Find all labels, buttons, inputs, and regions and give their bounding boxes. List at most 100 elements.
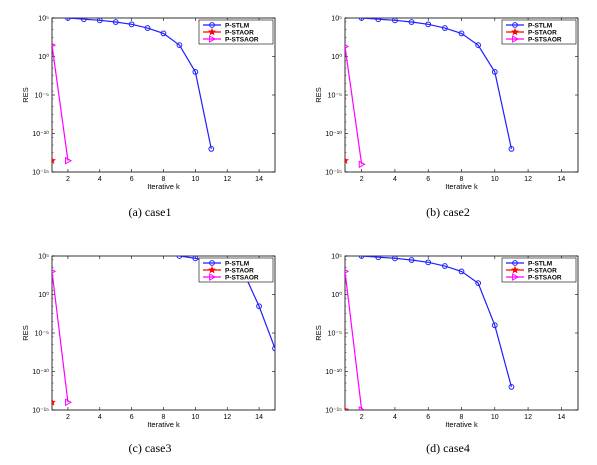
legend-entry: P-STAOR <box>528 267 557 274</box>
data-point-p-stlm <box>176 256 183 259</box>
x-tick-label: 14 <box>557 414 565 421</box>
data-point-p-stlm <box>508 146 515 152</box>
legend-marker <box>512 22 518 28</box>
data-point-p-stlm <box>144 25 151 31</box>
y-tick-label: 10⁻¹⁵ <box>325 408 342 415</box>
y-tick-label: 10⁻¹⁰ <box>32 130 49 138</box>
y-tick-label: 10⁰ <box>331 53 342 61</box>
x-tick-label: 8 <box>162 414 166 421</box>
legend-entry: P-STSAOR <box>528 274 562 281</box>
data-point-p-staor <box>345 156 350 165</box>
legend-marker <box>207 27 217 36</box>
legend-marker <box>512 260 518 266</box>
data-point-p-stlm <box>425 21 432 28</box>
data-point-p-stsaor <box>358 160 366 169</box>
data-point-p-stlm <box>475 280 482 287</box>
x-tick-label: 8 <box>460 176 464 183</box>
x-tick-label: 10 <box>491 176 499 183</box>
subfigure-caption: (b) case2 <box>426 205 470 219</box>
y-tick-label: 10⁻¹⁰ <box>325 130 342 138</box>
data-point-p-stlm <box>458 268 465 275</box>
data-point-p-stlm <box>375 18 382 23</box>
data-point-p-stlm <box>256 303 262 310</box>
data-point-p-stlm <box>441 25 448 31</box>
x-tick-label: 6 <box>426 176 430 183</box>
legend-marker <box>207 265 217 274</box>
legend-marker <box>209 35 217 43</box>
y-tick-label: 10⁻¹⁰ <box>32 368 49 376</box>
y-tick-label: 10⁻⁵ <box>35 331 49 338</box>
legend-marker <box>209 273 217 281</box>
data-point-p-stlm <box>112 19 119 25</box>
legend-marker <box>512 273 520 281</box>
legend-entry: P-STAOR <box>528 29 557 36</box>
x-tick-label: 6 <box>130 414 134 421</box>
x-tick-label: 2 <box>66 414 70 421</box>
y-tick-label: 10⁵ <box>331 16 342 23</box>
data-point-p-stlm <box>408 19 415 25</box>
chart-panel-3: 2 4 6 8 10 12 14 10⁻¹⁵ 10⁻¹⁰ 10⁻⁵ 10⁰ 10⁵ Iterative … <box>21 254 276 455</box>
series-line-p-stlm <box>67 18 212 150</box>
data-point-p-stlm <box>392 18 398 24</box>
x-tick-label: 12 <box>223 176 231 183</box>
y-tick-label: 10⁻⁵ <box>328 331 342 338</box>
y-tick-label: 10⁻¹⁰ <box>325 368 342 376</box>
series-line-p-stsaor <box>345 46 363 165</box>
legend-entry: P-STSAOR <box>225 274 259 281</box>
x-tick-label: 12 <box>223 414 231 421</box>
legend-entry: P-STLM <box>528 22 552 29</box>
chart-panel-4: 2 4 6 8 10 12 14 10⁻¹⁵ 10⁻¹⁰ 10⁻⁵ 10⁰ 10⁵ Iterative … <box>314 254 579 455</box>
x-tick-label: 12 <box>524 176 532 183</box>
data-point-p-stsaor <box>358 406 366 410</box>
x-axis-label: Iterative k <box>147 182 180 191</box>
subfigure-caption: (d) case4 <box>426 441 470 455</box>
data-point-p-staor <box>345 405 350 410</box>
data-point-p-stlm <box>392 256 398 262</box>
x-tick-label: 14 <box>255 414 263 421</box>
y-tick-label: 10⁻⁵ <box>35 93 49 100</box>
x-tick-label: 10 <box>191 414 199 421</box>
x-tick-label: 10 <box>491 414 499 421</box>
legend-marker <box>510 27 520 36</box>
series-line-p-stlm <box>361 18 513 150</box>
y-tick-label: 10⁻⁵ <box>328 93 342 100</box>
subfigure-caption: (c) case3 <box>129 441 172 455</box>
legend-entry: P-STSAOR <box>528 36 562 43</box>
plot-area <box>345 256 515 410</box>
x-tick-label: 4 <box>393 414 397 421</box>
data-point-p-stlm <box>160 30 167 37</box>
x-tick-label: 14 <box>255 176 263 183</box>
data-point-p-stlm <box>272 345 275 352</box>
legend-entry: P-STLM <box>528 260 552 267</box>
y-tick-label: 10⁻¹⁵ <box>32 170 49 177</box>
data-point-p-stlm <box>208 146 215 152</box>
x-tick-label: 8 <box>162 176 166 183</box>
data-point-p-stlm <box>441 263 448 269</box>
data-point-p-stlm <box>491 69 498 75</box>
x-axis-label: Iterative k <box>147 420 180 429</box>
y-axis-label: RES <box>21 325 30 340</box>
x-axis-label: Iterative k <box>445 182 478 191</box>
data-point-p-stsaor <box>52 42 57 48</box>
data-point-p-stsaor <box>345 44 350 49</box>
x-tick-label: 8 <box>460 414 464 421</box>
data-point-p-stsaor <box>345 269 350 274</box>
legend-entry: P-STAOR <box>225 267 254 274</box>
y-tick-label: 10⁵ <box>331 254 342 261</box>
plot-area <box>345 18 515 169</box>
series-line-p-stlm <box>361 256 513 388</box>
data-point-p-stlm <box>475 42 482 49</box>
data-point-p-stlm <box>192 256 199 262</box>
data-point-p-stlm <box>491 322 498 329</box>
x-tick-label: 2 <box>360 414 364 421</box>
data-point-p-stlm <box>408 257 415 263</box>
x-tick-label: 4 <box>393 176 397 183</box>
y-tick-label: 10⁰ <box>331 291 342 299</box>
legend-marker <box>209 22 215 28</box>
x-tick-label: 4 <box>98 176 102 183</box>
data-point-p-stlm <box>65 18 71 21</box>
legend-marker <box>209 260 215 266</box>
